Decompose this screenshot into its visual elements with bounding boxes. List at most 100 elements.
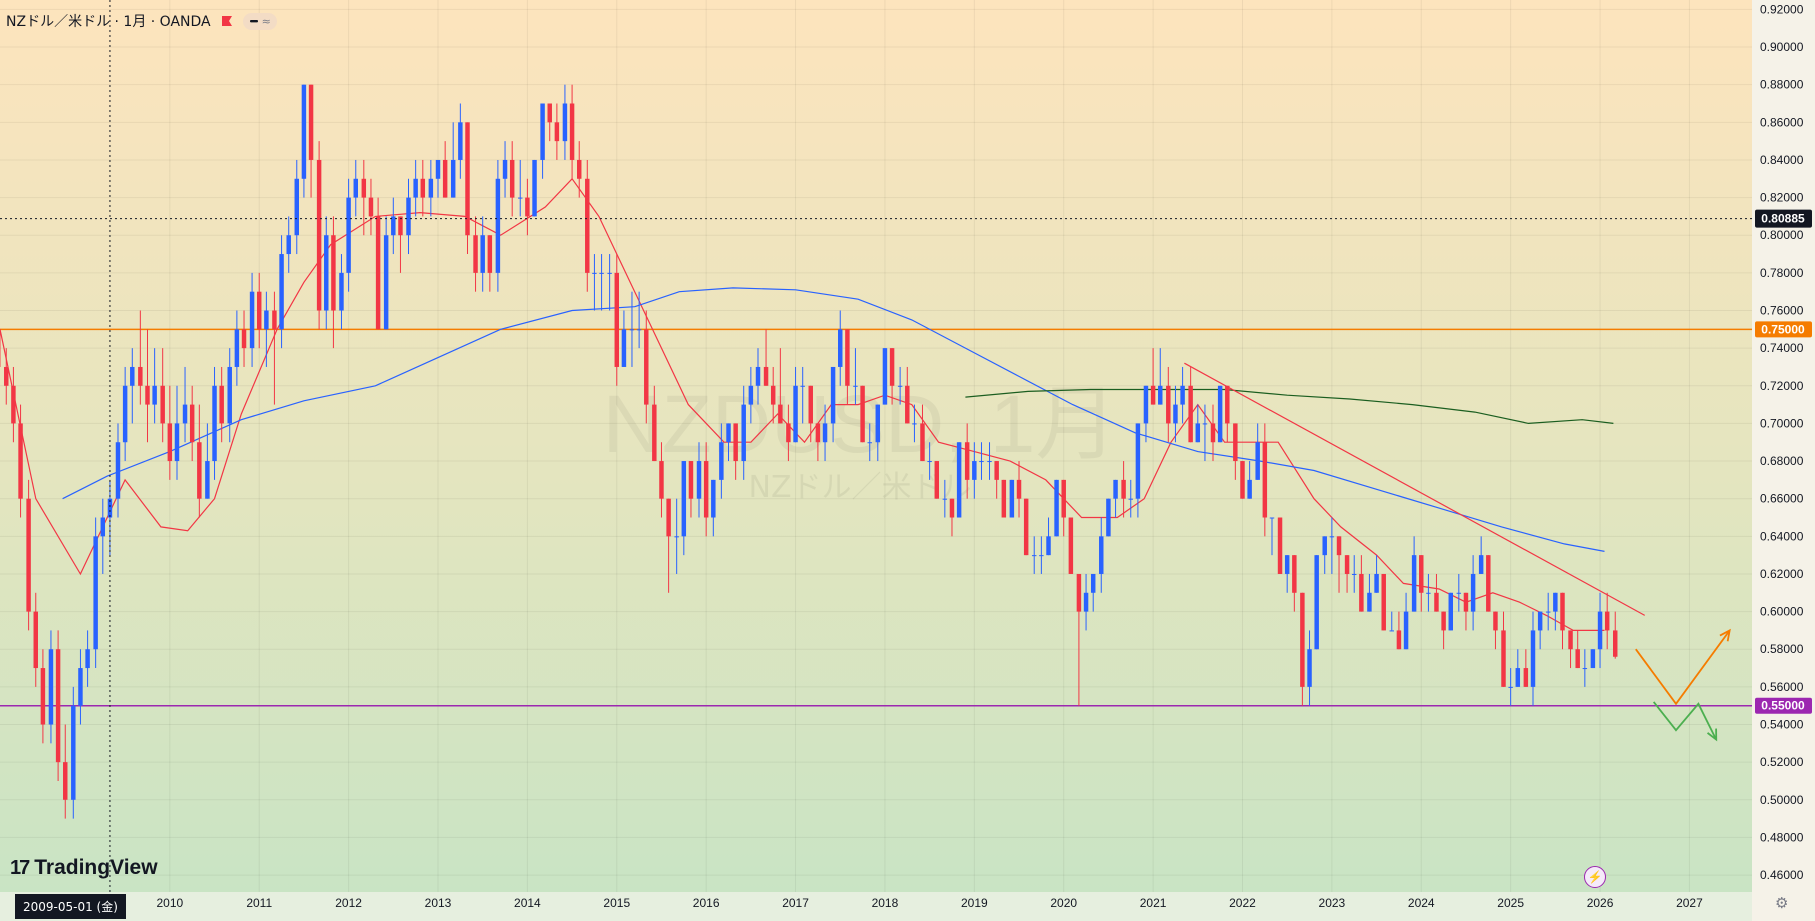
candle-body — [1367, 592, 1372, 612]
candle-body — [1225, 385, 1230, 424]
candle-body — [1158, 385, 1163, 405]
candle-body — [1381, 573, 1386, 631]
time-tick-label: 2012 — [335, 896, 362, 910]
candle-body — [726, 423, 731, 443]
candle-body — [1269, 517, 1275, 519]
candle-body — [770, 385, 776, 405]
moving-average-line — [62, 287, 1605, 552]
horizontal-levels[interactable]: 0.75000 0.55000 — [0, 321, 1812, 714]
candle-body — [182, 404, 188, 424]
candle-body — [711, 479, 716, 518]
candle-body — [189, 404, 195, 443]
arrow-head — [1719, 628, 1731, 642]
candle-body — [1031, 555, 1037, 557]
candle-body — [942, 498, 948, 500]
candle-body — [450, 159, 456, 198]
candle-body — [1590, 649, 1596, 669]
time-axis-background[interactable] — [0, 892, 1752, 921]
time-tick-label: 2019 — [961, 896, 988, 910]
candle-body — [55, 649, 61, 763]
candle-body — [696, 461, 702, 499]
price-tick-label: 0.88000 — [1760, 78, 1804, 92]
candle-body — [78, 668, 83, 706]
candle-body — [339, 272, 344, 311]
candle-body — [1247, 479, 1252, 499]
candle-body — [793, 385, 798, 443]
symbol-legend[interactable]: NZドル／米ドル · 1月 · OANDA ≈ — [6, 11, 277, 31]
candle-body — [1396, 630, 1402, 650]
price-tick-label: 0.78000 — [1760, 266, 1804, 280]
candle-body — [1374, 573, 1379, 593]
candle-body — [897, 385, 903, 387]
price-axis[interactable]: 0.92000 0.90000 0.88000 0.86000 0.84000 0.820… — [1760, 2, 1804, 882]
candle-body — [636, 329, 642, 331]
drawing-tools[interactable] — [1184, 362, 1731, 742]
candle-body — [822, 423, 828, 443]
level-price-badge — [1755, 697, 1812, 714]
candle-body — [130, 366, 135, 386]
price-tick-label: 0.54000 — [1760, 718, 1804, 732]
candle-body — [286, 235, 291, 255]
candle-body — [532, 159, 537, 217]
candle-body — [122, 385, 128, 443]
candle-body — [994, 461, 999, 480]
candle-body — [1121, 479, 1126, 499]
time-tick-label: 2016 — [693, 896, 720, 910]
candle-body — [1419, 555, 1424, 593]
candle-body — [979, 461, 984, 463]
candle-body — [1545, 611, 1551, 613]
candle-series — [0, 84, 1618, 819]
candle-body — [1300, 592, 1305, 687]
candle-body — [1046, 536, 1051, 556]
candle-body — [458, 122, 463, 160]
candle-body — [1441, 611, 1446, 631]
moving-average-line — [965, 388, 1614, 425]
candle-body — [93, 536, 98, 650]
price-tick-label: 0.60000 — [1760, 605, 1804, 619]
legend-toggle[interactable]: ≈ — [242, 12, 277, 30]
price-tick-label: 0.50000 — [1760, 793, 1804, 807]
candle-body — [540, 103, 545, 160]
arrow-head — [1706, 728, 1718, 742]
time-tick-label: 2014 — [514, 896, 541, 910]
candle-body — [346, 197, 351, 273]
tradingview-mark-icon: 17 — [10, 856, 30, 879]
time-tick-label: 2010 — [156, 896, 183, 910]
candle-body — [688, 461, 694, 499]
tradingview-logo[interactable]: 17 TradingView — [10, 856, 158, 880]
grid-lines — [0, 0, 1752, 892]
price-tick-label: 0.70000 — [1760, 416, 1804, 430]
flag-icon[interactable] — [221, 15, 233, 27]
candle-body — [778, 404, 783, 424]
candle-body — [1478, 555, 1484, 574]
candle-body — [1515, 668, 1521, 687]
candle-body — [420, 178, 426, 198]
crosshair-price-label: 0.80885 — [1761, 212, 1805, 226]
candle-body — [1411, 555, 1417, 612]
time-tick-label: 2023 — [1319, 896, 1346, 910]
candle-body — [547, 103, 552, 123]
price-axis-background[interactable] — [1752, 0, 1815, 921]
crosshair-date-label: 2009-05-01 (金) — [15, 894, 126, 919]
candle-body — [592, 272, 597, 274]
candle-body — [1470, 573, 1476, 612]
candle-body — [272, 310, 277, 330]
candle-body — [383, 235, 389, 330]
candle-body — [11, 385, 16, 424]
candle-body — [659, 461, 664, 499]
price-tick-label: 0.48000 — [1760, 830, 1804, 844]
candle-body — [1456, 592, 1462, 594]
time-tick-label: 2013 — [425, 896, 452, 910]
candle-body — [905, 385, 910, 424]
candle-body — [1336, 536, 1342, 556]
price-tick-label: 0.64000 — [1760, 529, 1804, 543]
lightning-icon[interactable]: ⚡ — [1584, 866, 1606, 888]
candle-body — [219, 385, 224, 424]
symbol-title[interactable]: NZドル／米ドル · 1月 · OANDA — [6, 14, 211, 30]
time-axis[interactable]: 2010 2011 2012 2013 2014 2015 2016 2017 2018 2019… — [156, 896, 1703, 910]
candle-body — [882, 348, 888, 405]
candle-body — [1537, 611, 1543, 631]
gear-icon[interactable]: ⚙ — [1775, 895, 1789, 912]
candle-body — [875, 404, 881, 443]
